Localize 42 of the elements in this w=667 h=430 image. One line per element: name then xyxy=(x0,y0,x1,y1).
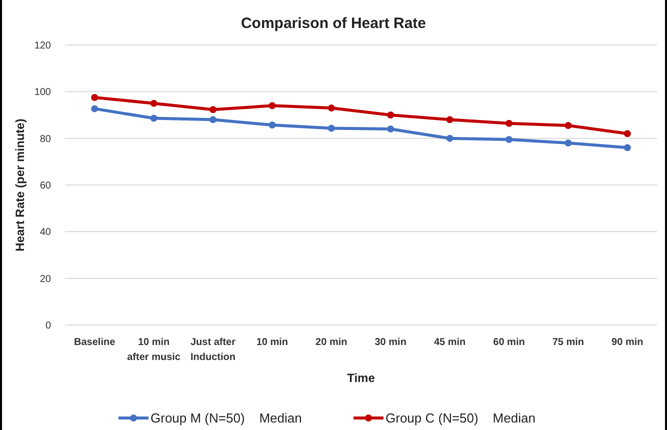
y-tick-label: 0 xyxy=(45,320,52,332)
point xyxy=(150,100,158,107)
point xyxy=(268,122,276,129)
point xyxy=(506,136,512,143)
x-tick-label: Just after Induction xyxy=(190,337,236,363)
y-tick-label: 20 xyxy=(40,274,52,285)
point xyxy=(446,134,454,142)
x-axis-title: Time xyxy=(347,371,376,385)
point xyxy=(564,140,572,146)
point xyxy=(328,124,335,132)
point xyxy=(387,126,394,132)
legend-label: Group C (N=50) Median xyxy=(386,410,536,426)
y-axis-title: Heart Rate (per minute) xyxy=(13,118,27,252)
x-tick-label: 60 min xyxy=(493,337,525,348)
point xyxy=(446,116,454,124)
chart-title: Comparison of Heart Rate xyxy=(240,15,426,32)
point xyxy=(328,104,335,112)
point xyxy=(624,144,631,152)
x-tick-label: Baseline xyxy=(74,337,116,348)
point xyxy=(268,102,276,110)
point xyxy=(210,106,216,114)
x-tick-label: 90 min xyxy=(612,337,644,348)
x-tick-label: 10 min xyxy=(256,337,288,348)
point xyxy=(564,122,572,129)
y-tick-label: 60 xyxy=(40,180,52,192)
point xyxy=(387,112,394,118)
x-tick-label: 30 min xyxy=(374,337,406,348)
y-tick-label: 100 xyxy=(34,87,52,98)
point xyxy=(150,114,158,122)
point xyxy=(91,105,98,112)
x-tick-label: 45 min xyxy=(434,337,466,348)
point xyxy=(91,94,98,101)
y-tick-label: 40 xyxy=(40,227,52,238)
y-tick-label: 120 xyxy=(34,40,52,52)
x-tick-label: 10 min after music xyxy=(127,337,181,363)
point xyxy=(506,120,512,127)
x-tick-label: 75 min xyxy=(552,337,584,348)
x-tick-label: 20 min xyxy=(316,337,348,348)
legend-label: Group M (N=50) Median xyxy=(150,410,302,426)
y-tick-label: 80 xyxy=(40,134,52,145)
point xyxy=(624,130,631,138)
point xyxy=(210,116,216,124)
